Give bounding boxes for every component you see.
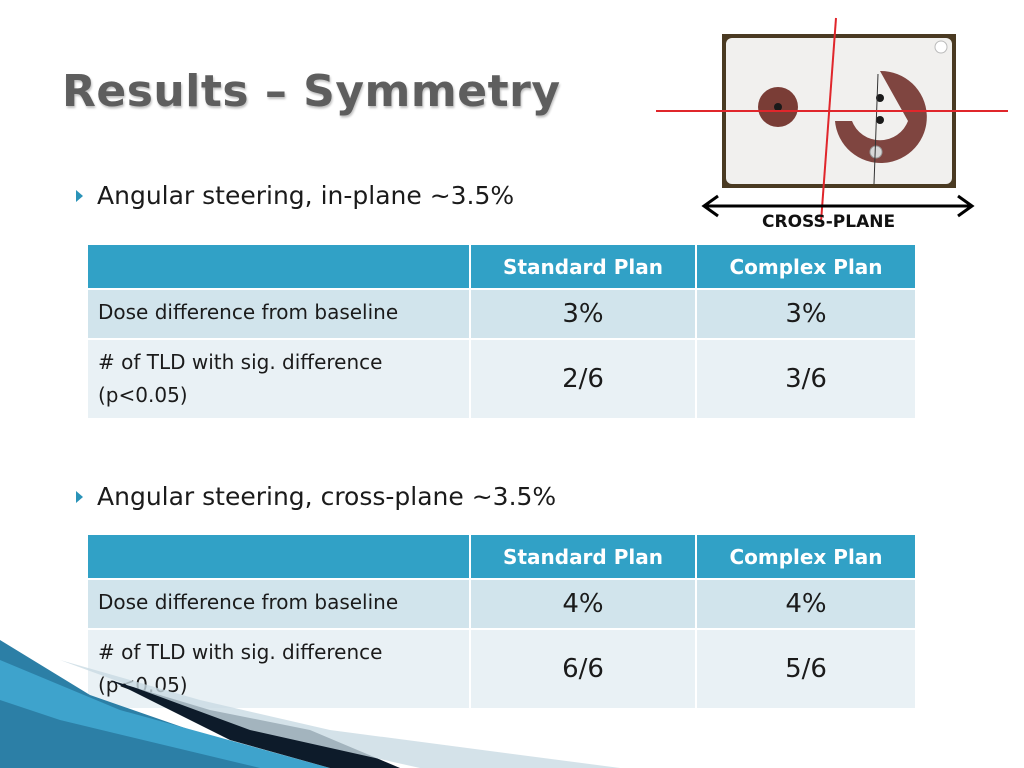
slide-title: Results – Symmetry <box>62 66 561 117</box>
table-header-row: Standard Plan Complex Plan <box>86 243 917 290</box>
bullet-in-plane: Angular steering, in-plane ~3.5% <box>76 181 514 210</box>
table-row: # of TLD with sig. difference (p<0.05) 2… <box>86 338 917 420</box>
large-insert <box>835 70 927 163</box>
complex-plan-value: 4% <box>695 578 917 630</box>
standard-plan-value: 2/6 <box>469 338 697 420</box>
table-row: Dose difference from baseline 4% 4% <box>86 578 917 630</box>
complex-plan-value: 3/6 <box>695 338 917 420</box>
cross-plane-label: CROSS-PLANE <box>762 212 896 232</box>
standard-plan-value: 3% <box>469 288 697 340</box>
arrow-right-head <box>957 194 975 218</box>
corner-hole <box>934 40 948 54</box>
bullet-arrow-icon <box>76 490 83 503</box>
row-label: Dose difference from baseline <box>86 578 471 630</box>
standard-plan-value: 6/6 <box>469 628 697 710</box>
seam-line <box>873 73 879 185</box>
cross-plane-results-table: Standard Plan Complex Plan Dose differen… <box>86 533 917 710</box>
header-standard-plan: Standard Plan <box>469 533 697 580</box>
complex-plan-value: 5/6 <box>695 628 917 710</box>
large-insert-hole-1 <box>876 94 884 102</box>
phantom-photo <box>722 34 956 188</box>
complex-plan-value: 3% <box>695 288 917 340</box>
header-empty <box>86 533 471 580</box>
phantom-drawing <box>758 40 948 185</box>
large-insert-hole-2 <box>876 116 884 124</box>
header-standard-plan: Standard Plan <box>469 243 697 290</box>
arrow-left-head <box>701 194 719 218</box>
table-header-row: Standard Plan Complex Plan <box>86 533 917 580</box>
standard-plan-value: 4% <box>469 578 697 630</box>
in-plane-results-table: Standard Plan Complex Plan Dose differen… <box>86 243 917 420</box>
bullet-arrow-icon <box>76 189 83 202</box>
bullet-cross-plane: Angular steering, cross-plane ~3.5% <box>76 482 556 511</box>
header-complex-plan: Complex Plan <box>695 533 917 580</box>
table-row: Dose difference from baseline 3% 3% <box>86 288 917 340</box>
row-label: Dose difference from baseline <box>86 288 471 340</box>
bullet-text: Angular steering, cross-plane ~3.5% <box>97 482 557 511</box>
small-insert-hole <box>774 103 782 111</box>
header-empty <box>86 243 471 290</box>
decorative-swoosh <box>0 640 620 768</box>
header-complex-plan: Complex Plan <box>695 243 917 290</box>
bullet-text: Angular steering, in-plane ~3.5% <box>97 181 515 210</box>
row-label: # of TLD with sig. difference (p<0.05) <box>86 338 471 420</box>
insert-screw <box>869 145 883 159</box>
